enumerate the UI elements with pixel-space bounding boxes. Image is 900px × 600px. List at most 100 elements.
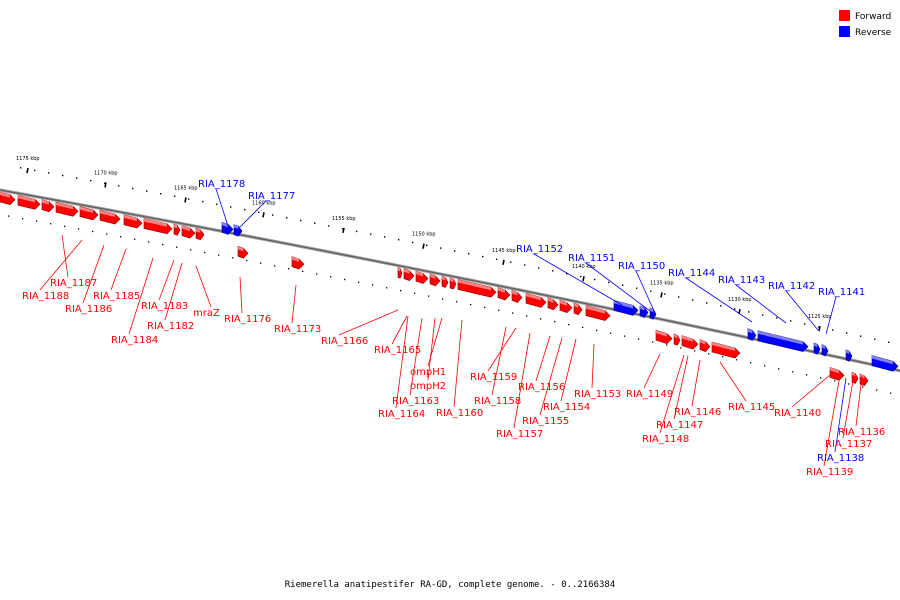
tick-dot bbox=[258, 211, 260, 214]
gene-label: RIA_1148 bbox=[642, 434, 689, 445]
tick-dot bbox=[426, 244, 428, 246]
tick-dot-lower bbox=[246, 259, 248, 262]
tick-dot-lower bbox=[316, 273, 318, 275]
gene-highlight bbox=[526, 293, 541, 301]
gene-label: RIA_1163 bbox=[392, 396, 439, 407]
leader-line bbox=[825, 296, 837, 335]
gene-highlight bbox=[430, 273, 436, 279]
gene-label: mraZ bbox=[193, 308, 220, 319]
leader-line bbox=[673, 355, 689, 420]
gene-highlight bbox=[124, 214, 137, 222]
leader-line bbox=[785, 290, 819, 331]
tick-dot bbox=[846, 332, 848, 334]
gene-label: RIA_1173 bbox=[274, 324, 321, 335]
tick-dot-lower bbox=[442, 298, 444, 300]
tick-dot-lower bbox=[526, 315, 528, 317]
gene-highlight bbox=[182, 225, 190, 232]
tick-dot bbox=[580, 275, 582, 278]
leader-line bbox=[128, 257, 154, 335]
gene-highlight bbox=[234, 224, 239, 230]
tick-dot-lower bbox=[386, 287, 388, 289]
tick-dot-lower bbox=[736, 359, 738, 361]
leader-line bbox=[591, 343, 595, 389]
tick-dot-lower bbox=[512, 312, 514, 314]
tick-dot-lower bbox=[22, 217, 24, 220]
tick-dot bbox=[860, 335, 862, 337]
major-tick bbox=[26, 167, 29, 174]
gene-label: RIA_1153 bbox=[574, 389, 621, 400]
leader-line bbox=[791, 374, 831, 408]
gene-highlight bbox=[640, 305, 645, 311]
gene-label: RIA_1151 bbox=[568, 253, 615, 264]
gene-label: RIA_1147 bbox=[656, 420, 703, 431]
tick-dot-lower bbox=[778, 368, 780, 370]
gene-label: RIA_1177 bbox=[248, 191, 295, 202]
tick-dot bbox=[510, 261, 512, 263]
tick-dot bbox=[706, 302, 708, 304]
gene-label: RIA_1142 bbox=[768, 281, 815, 292]
gene-highlight bbox=[238, 246, 244, 252]
leader-line bbox=[643, 353, 661, 389]
tick-dot-lower bbox=[288, 267, 290, 270]
gene-highlight bbox=[548, 297, 554, 303]
tick-dot-lower bbox=[204, 251, 206, 254]
gene-highlight bbox=[712, 342, 735, 351]
leader-line bbox=[719, 361, 747, 402]
tick-dot bbox=[734, 308, 736, 310]
tick-dot-lower bbox=[36, 220, 38, 222]
gene-label: RIA_1187 bbox=[50, 278, 97, 289]
tick-dot-lower bbox=[708, 353, 710, 355]
tick-dot bbox=[76, 177, 78, 179]
major-tick bbox=[104, 182, 107, 188]
leader-line bbox=[82, 244, 105, 304]
gene-label: RIA_1165 bbox=[374, 345, 421, 356]
tick-dot bbox=[286, 217, 288, 219]
gene-label: ompH2 bbox=[410, 381, 446, 392]
tick-dot bbox=[538, 267, 540, 269]
tick-dot-lower bbox=[498, 309, 500, 311]
gene-highlight bbox=[674, 333, 678, 339]
leader-line bbox=[427, 317, 436, 381]
tick-dot-lower bbox=[750, 362, 752, 364]
gene-highlight bbox=[830, 367, 839, 374]
gene-highlight bbox=[18, 195, 35, 203]
tick-dot bbox=[804, 323, 806, 325]
tick-dot-lower bbox=[610, 332, 612, 334]
gene-label: RIA_1158 bbox=[474, 396, 521, 407]
gene-label: RIA_1178 bbox=[198, 179, 245, 190]
leader-line bbox=[291, 284, 297, 324]
major-tick bbox=[422, 243, 425, 249]
tick-dot bbox=[104, 182, 106, 184]
tick-dot bbox=[678, 296, 680, 298]
tick-dot bbox=[48, 172, 50, 174]
leader-line bbox=[39, 239, 83, 291]
tick-dot-lower bbox=[834, 380, 836, 382]
gene-label: RIA_1159 bbox=[470, 372, 517, 383]
tick-dot bbox=[174, 195, 176, 198]
gene-highlight bbox=[42, 199, 49, 205]
tick-dot bbox=[636, 287, 638, 289]
tick-dot bbox=[188, 198, 190, 200]
tick-dot-lower bbox=[232, 257, 234, 259]
tick-dot bbox=[412, 241, 414, 244]
tick-dot-lower bbox=[64, 225, 66, 227]
tick-dot bbox=[454, 250, 456, 252]
leader-line bbox=[195, 265, 212, 308]
tick-dot-lower bbox=[652, 341, 654, 343]
tick-dot bbox=[468, 253, 470, 255]
tick-dot-lower bbox=[470, 303, 472, 306]
tick-label: 1175 kbp bbox=[16, 156, 40, 162]
tick-dot bbox=[622, 284, 624, 286]
gene-highlight bbox=[586, 305, 605, 314]
gene-label: RIA_1188 bbox=[22, 291, 69, 302]
tick-label: 1140 kbp bbox=[572, 264, 596, 270]
tick-dot-lower bbox=[134, 238, 136, 240]
tick-dot-lower bbox=[554, 321, 556, 323]
tick-dot bbox=[398, 239, 400, 241]
tick-dot-lower bbox=[862, 386, 864, 388]
gene-label: RIA_1138 bbox=[817, 453, 864, 464]
tick-dot-lower bbox=[456, 301, 458, 303]
tick-dot-lower bbox=[806, 374, 808, 376]
gene-highlight bbox=[196, 228, 201, 233]
